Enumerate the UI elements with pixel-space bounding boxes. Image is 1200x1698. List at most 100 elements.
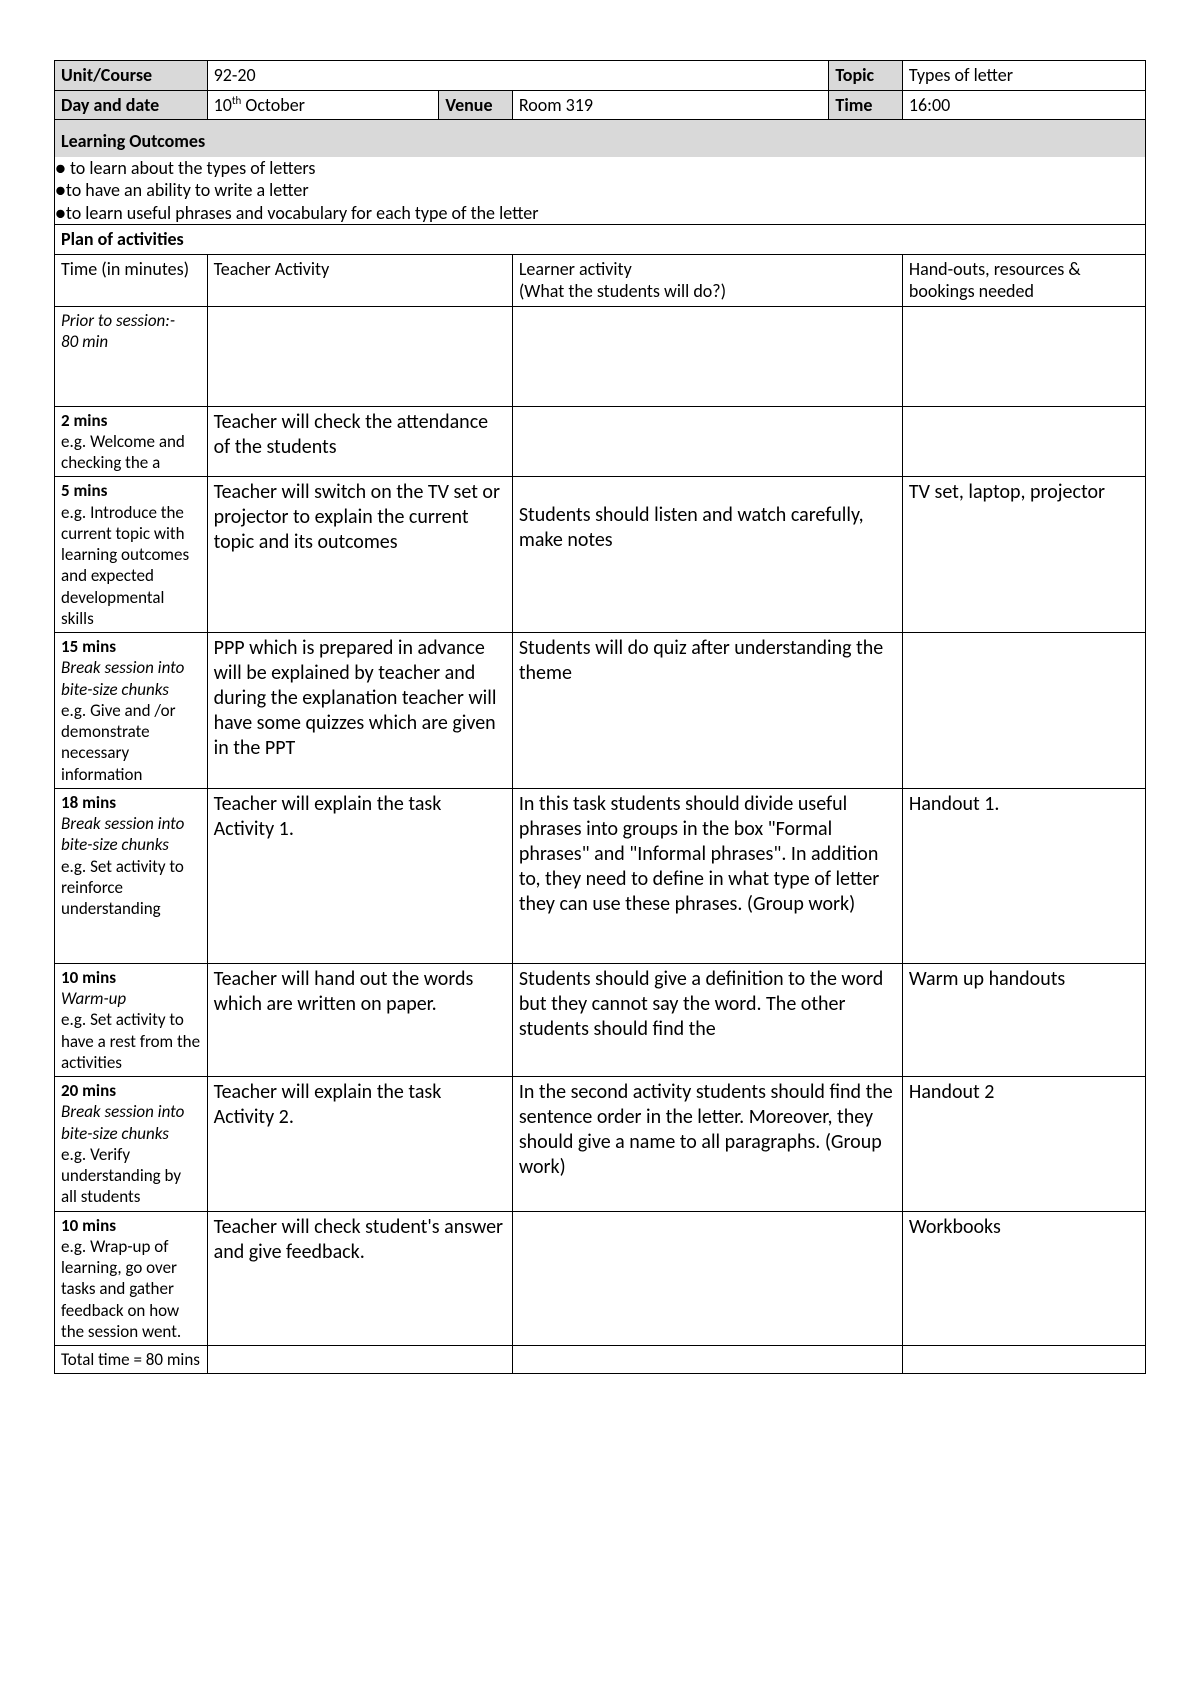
topic-label: Topic: [829, 61, 902, 91]
day-pre: 10: [214, 94, 232, 116]
prior-t2: 80 min: [61, 331, 201, 352]
plan-columns-row: Time (in minutes) Teacher Activity Learn…: [55, 254, 1146, 306]
col-learner-2: (What the students will do?): [519, 280, 896, 303]
venue-value: Room 319: [512, 90, 829, 120]
outcomes-row: Learning Outcomes ● to learn about the t…: [55, 120, 1146, 225]
r4-t1: 18 mins: [61, 792, 201, 813]
r4-res: Handout 1.: [902, 788, 1145, 963]
prior-time: Prior to session:- 80 min: [55, 306, 208, 406]
row-5: 10 mins Warm-up e.g. Set activity to hav…: [55, 963, 1146, 1076]
r4-time: 18 mins Break session into bite-size chu…: [55, 788, 208, 963]
time-label: Time: [829, 90, 902, 120]
lesson-plan-table: Unit/Course 92-20 Topic Types of letter …: [54, 60, 1146, 1374]
r6-time: 20 mins Break session into bite-size chu…: [55, 1077, 208, 1212]
r1-t2: e.g. Welcome and checking the a: [61, 431, 201, 474]
col-resources: Hand-outs, resources & bookings needed: [902, 254, 1145, 306]
r3-t3: e.g. Give and /or demonstrate necessary …: [61, 700, 201, 785]
total-res: [902, 1346, 1145, 1374]
r2-res: TV set, laptop, projector: [902, 477, 1145, 633]
row-prior: Prior to session:- 80 min: [55, 306, 1146, 406]
day-label: Day and date: [55, 90, 208, 120]
col-time: Time (in minutes): [55, 254, 208, 306]
r3-time: 15 mins Break session into bite-size chu…: [55, 633, 208, 789]
col-teacher: Teacher Activity: [207, 254, 512, 306]
total-time: Total time = 80 mins: [55, 1346, 208, 1374]
outcome-2: ●to have an ability to write a letter: [55, 179, 1145, 202]
header-row-2: Day and date 10th October Venue Room 319…: [55, 90, 1146, 120]
r6-res: Handout 2: [902, 1077, 1145, 1212]
r2-learner: Students should listen and watch careful…: [512, 477, 902, 633]
r1-t1: 2 mins: [61, 410, 201, 431]
r6-teacher: Teacher will explain the task Activity 2…: [207, 1077, 512, 1212]
day-value: 10th October: [207, 90, 439, 120]
r3-t2: Break session into bite-size chunks: [61, 657, 201, 700]
outcome-3: ●to learn useful phrases and vocabulary …: [55, 202, 1145, 225]
r4-t2: Break session into bite-size chunks: [61, 813, 201, 856]
row-total: Total time = 80 mins: [55, 1346, 1146, 1374]
day-sup: th: [232, 94, 241, 107]
r3-learner: Students will do quiz after understandin…: [512, 633, 902, 789]
prior-t1: Prior to session:-: [61, 310, 201, 331]
prior-teacher: [207, 306, 512, 406]
prior-learner: [512, 306, 902, 406]
r5-time: 10 mins Warm-up e.g. Set activity to hav…: [55, 963, 208, 1076]
col-res-2: bookings needed: [909, 280, 1139, 303]
row-4: 18 mins Break session into bite-size chu…: [55, 788, 1146, 963]
outcomes-title: Learning Outcomes: [55, 120, 1145, 157]
r5-teacher: Teacher will hand out the words which ar…: [207, 963, 512, 1076]
topic-value: Types of letter: [902, 61, 1145, 91]
r6-t1: 20 mins: [61, 1080, 201, 1101]
lesson-plan-page: Unit/Course 92-20 Topic Types of letter …: [0, 0, 1200, 1698]
r1-res: [902, 406, 1145, 477]
r2-time: 5 mins e.g. Introduce the current topic …: [55, 477, 208, 633]
r6-learner: In the second activity students should f…: [512, 1077, 902, 1212]
col-learner-1: Learner activity: [519, 258, 896, 281]
r5-learner: Students should give a definition to the…: [512, 963, 902, 1076]
r7-t1: 10 mins: [61, 1215, 201, 1236]
r5-res: Warm up handouts: [902, 963, 1145, 1076]
r3-t1: 15 mins: [61, 636, 201, 657]
r7-res: Workbooks: [902, 1211, 1145, 1346]
r7-teacher: Teacher will check student's answer and …: [207, 1211, 512, 1346]
r2-teacher: Teacher will switch on the TV set or pro…: [207, 477, 512, 633]
row-7: 10 mins e.g. Wrap-up of learning, go ove…: [55, 1211, 1146, 1346]
col-res-1: Hand-outs, resources &: [909, 258, 1139, 281]
r4-teacher: Teacher will explain the task Activity 1…: [207, 788, 512, 963]
prior-res: [902, 306, 1145, 406]
r5-t3: e.g. Set activity to have a rest from th…: [61, 1009, 201, 1073]
r2-t2: e.g. Introduce the current topic with le…: [61, 502, 201, 630]
plan-title: Plan of activities: [55, 225, 1146, 255]
r6-t2: Break session into bite-size chunks: [61, 1101, 201, 1144]
r1-teacher: Teacher will check the attendance of the…: [207, 406, 512, 477]
r6-t3: e.g. Verify understanding by all student…: [61, 1144, 201, 1208]
r3-teacher: PPP which is prepared in advance will be…: [207, 633, 512, 789]
total-teacher: [207, 1346, 512, 1374]
r4-learner: In this task students should divide usef…: [512, 788, 902, 963]
r3-res: [902, 633, 1145, 789]
r5-t1: 10 mins: [61, 967, 201, 988]
outcome-1: ● to learn about the types of letters: [55, 157, 1145, 180]
r2-t1: 5 mins: [61, 480, 201, 501]
venue-label: Venue: [439, 90, 512, 120]
r1-time: 2 mins e.g. Welcome and checking the a: [55, 406, 208, 477]
plan-title-row: Plan of activities: [55, 225, 1146, 255]
r7-t2: e.g. Wrap-up of learning, go over tasks …: [61, 1236, 201, 1342]
unit-value: 92-20: [207, 61, 829, 91]
unit-label: Unit/Course: [55, 61, 208, 91]
row-6: 20 mins Break session into bite-size chu…: [55, 1077, 1146, 1212]
r7-learner: [512, 1211, 902, 1346]
outcomes-cell: Learning Outcomes ● to learn about the t…: [55, 120, 1146, 225]
row-2: 5 mins e.g. Introduce the current topic …: [55, 477, 1146, 633]
day-post: October: [241, 94, 305, 116]
col-learner: Learner activity (What the students will…: [512, 254, 902, 306]
outcomes-list: ● to learn about the types of letters ●t…: [55, 157, 1145, 225]
r1-learner: [512, 406, 902, 477]
r7-time: 10 mins e.g. Wrap-up of learning, go ove…: [55, 1211, 208, 1346]
row-1: 2 mins e.g. Welcome and checking the a T…: [55, 406, 1146, 477]
r4-t3: e.g. Set activity to reinforce understan…: [61, 856, 201, 920]
row-3: 15 mins Break session into bite-size chu…: [55, 633, 1146, 789]
time-value: 16:00: [902, 90, 1145, 120]
header-row-1: Unit/Course 92-20 Topic Types of letter: [55, 61, 1146, 91]
r5-t2: Warm-up: [61, 988, 201, 1009]
total-learner: [512, 1346, 902, 1374]
